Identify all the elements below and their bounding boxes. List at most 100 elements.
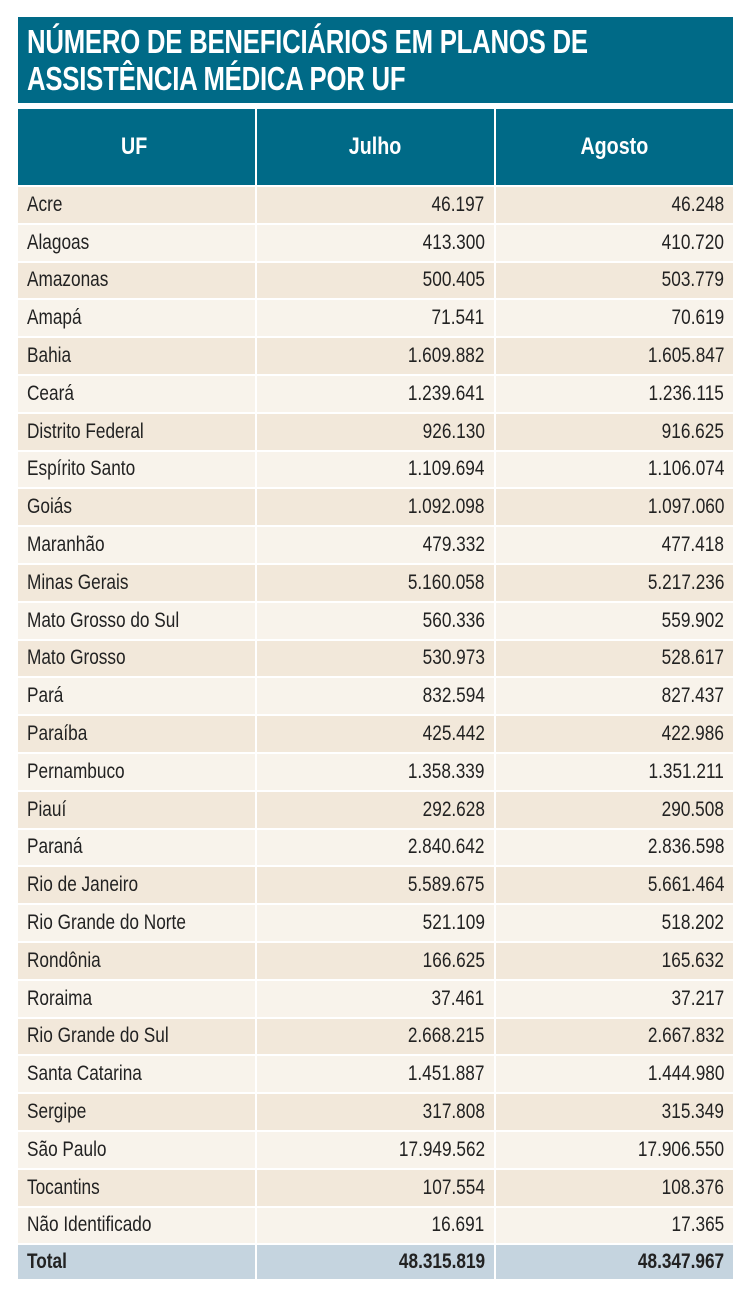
cell-julho: 425.442	[255, 714, 496, 754]
table-row: Santa Catarina 1.451.887 1.444.980	[18, 1054, 733, 1095]
cell-julho: 1.609.882	[255, 336, 496, 376]
cell-uf: Goiás	[18, 487, 258, 528]
cell-uf: Paraíba	[18, 714, 258, 754]
table-row: Pernambuco 1.358.339 1.351.211	[18, 751, 733, 792]
cell-uf: Não Identificado	[18, 1205, 258, 1246]
cell-agosto: 528.617	[493, 638, 733, 679]
cell-julho: 560.336	[255, 600, 496, 641]
cell-uf: Espírito Santo	[18, 449, 258, 490]
cell-agosto: 46.248	[493, 185, 733, 225]
cell-uf: Rio Grande do Sul	[18, 1016, 258, 1057]
cell-julho: 2.668.215	[255, 1016, 496, 1057]
cell-uf: Mato Grosso do Sul	[18, 600, 258, 641]
table-row: Ceará 1.239.641 1.236.115	[18, 373, 733, 414]
table-row: Rio Grande do Sul 2.668.215 2.667.832	[18, 1016, 733, 1057]
cell-agosto: 1.605.847	[493, 336, 733, 376]
cell-julho: 5.160.058	[255, 562, 496, 603]
table-row: Minas Gerais 5.160.058 5.217.236	[18, 562, 733, 603]
table-row: Roraima 37.461 37.217	[18, 978, 733, 1019]
cell-uf: Acre	[18, 185, 258, 225]
table-row: Rondônia 166.625 165.632	[18, 940, 733, 981]
cell-julho: 71.541	[255, 298, 496, 339]
cell-julho: 107.554	[255, 1167, 496, 1208]
cell-julho: 292.628	[255, 789, 496, 830]
cell-julho: 1.239.641	[255, 373, 496, 414]
table-row: São Paulo 17.949.562 17.906.550	[18, 1129, 733, 1170]
cell-julho: 317.808	[255, 1092, 496, 1132]
cell-agosto: 827.437	[493, 676, 733, 717]
table-row: Piauí 292.628 290.508	[18, 789, 733, 830]
cell-uf: Distrito Federal	[18, 411, 258, 452]
cell-agosto: 477.418	[493, 525, 733, 565]
cell-uf: Rio Grande do Norte	[18, 903, 258, 943]
cell-julho: 37.461	[255, 978, 496, 1019]
cell-uf: Mato Grosso	[18, 638, 258, 679]
cell-uf: São Paulo	[18, 1129, 258, 1170]
cell-julho: 832.594	[255, 676, 496, 717]
cell-agosto: 916.625	[493, 411, 733, 452]
table-row: Paraná 2.840.642 2.836.598	[18, 827, 733, 868]
table-row: Amapá 71.541 70.619	[18, 298, 733, 339]
cell-uf: Paraná	[18, 827, 258, 868]
cell-julho: 1.451.887	[255, 1054, 496, 1095]
table-row: Mato Grosso 530.973 528.617	[18, 638, 733, 679]
cell-agosto: 2.667.832	[493, 1016, 733, 1057]
table-row: Sergipe 317.808 315.349	[18, 1092, 733, 1132]
cell-julho: 46.197	[255, 185, 496, 225]
table-row: Tocantins 107.554 108.376	[18, 1167, 733, 1208]
total-julho: 48.315.819	[255, 1243, 496, 1282]
cell-agosto: 5.217.236	[493, 562, 733, 603]
cell-julho: 166.625	[255, 940, 496, 981]
total-agosto: 48.347.967	[493, 1243, 733, 1282]
cell-julho: 500.405	[255, 260, 496, 301]
total-row: Total 48.315.819 48.347.967	[18, 1243, 733, 1282]
cell-uf: Pernambuco	[18, 751, 258, 792]
cell-agosto: 503.779	[493, 260, 733, 301]
cell-agosto: 290.508	[493, 789, 733, 830]
beneficiaries-table: UF Julho Agosto Acre 46.197 46.248 Alagoas 4…	[18, 107, 733, 1282]
cell-julho: 2.840.642	[255, 827, 496, 868]
cell-agosto: 1.097.060	[493, 487, 733, 528]
cell-agosto: 410.720	[493, 222, 733, 263]
cell-julho: 17.949.562	[255, 1129, 496, 1170]
table-row: Mato Grosso do Sul 560.336 559.902	[18, 600, 733, 641]
cell-agosto: 17.365	[493, 1205, 733, 1246]
cell-agosto: 108.376	[493, 1167, 733, 1208]
column-header-julho: Julho	[255, 107, 496, 187]
cell-julho: 521.109	[255, 903, 496, 943]
cell-julho: 413.300	[255, 222, 496, 263]
cell-agosto: 1.351.211	[493, 751, 733, 792]
cell-julho: 5.589.675	[255, 865, 496, 906]
cell-agosto: 2.836.598	[493, 827, 733, 868]
cell-uf: Tocantins	[18, 1167, 258, 1208]
cell-agosto: 1.236.115	[493, 373, 733, 414]
cell-uf: Ceará	[18, 373, 258, 414]
cell-julho: 1.109.694	[255, 449, 496, 490]
header-row: UF Julho Agosto	[18, 107, 733, 187]
column-header-agosto: Agosto	[493, 107, 733, 187]
title-line-1: NÚMERO DE BENEFICIÁRIOS EM PLANOS DE	[27, 23, 588, 60]
cell-agosto: 1.106.074	[493, 449, 733, 490]
table-row: Pará 832.594 827.437	[18, 676, 733, 717]
cell-julho: 16.691	[255, 1205, 496, 1246]
table-row: Rio de Janeiro 5.589.675 5.661.464	[18, 865, 733, 906]
cell-uf: Bahia	[18, 336, 258, 376]
table-row: Bahia 1.609.882 1.605.847	[18, 336, 733, 376]
cell-uf: Piauí	[18, 789, 258, 830]
cell-agosto: 5.661.464	[493, 865, 733, 906]
table-row: Acre 46.197 46.248	[18, 185, 733, 225]
table-row: Rio Grande do Norte 521.109 518.202	[18, 903, 733, 943]
cell-julho: 1.092.098	[255, 487, 496, 528]
table-row: Maranhão 479.332 477.418	[18, 525, 733, 565]
cell-uf: Alagoas	[18, 222, 258, 263]
column-header-uf: UF	[18, 107, 258, 187]
cell-agosto: 518.202	[493, 903, 733, 943]
table-title: NÚMERO DE BENEFICIÁRIOS EM PLANOS DE ASS…	[18, 17, 733, 103]
cell-uf: Sergipe	[18, 1092, 258, 1132]
total-label: Total	[18, 1243, 258, 1282]
beneficiaries-table-panel: NÚMERO DE BENEFICIÁRIOS EM PLANOS DE ASS…	[18, 17, 733, 1282]
cell-julho: 926.130	[255, 411, 496, 452]
table-row: Paraíba 425.442 422.986	[18, 714, 733, 754]
cell-julho: 530.973	[255, 638, 496, 679]
table-row: Amazonas 500.405 503.779	[18, 260, 733, 301]
